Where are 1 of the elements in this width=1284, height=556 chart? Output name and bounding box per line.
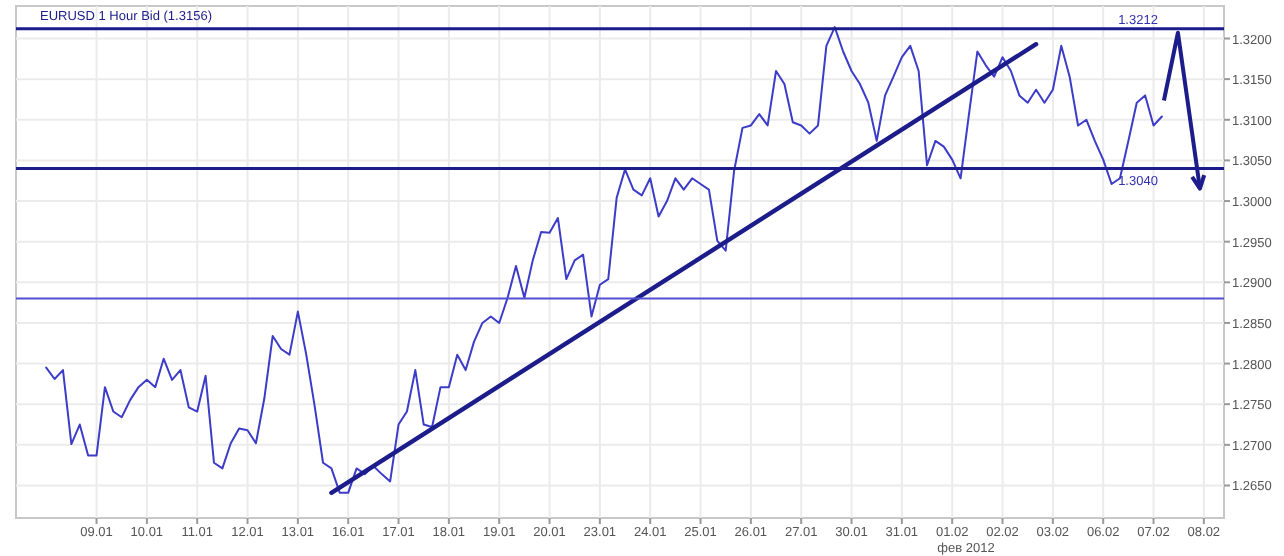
line-series (45, 26, 1163, 494)
